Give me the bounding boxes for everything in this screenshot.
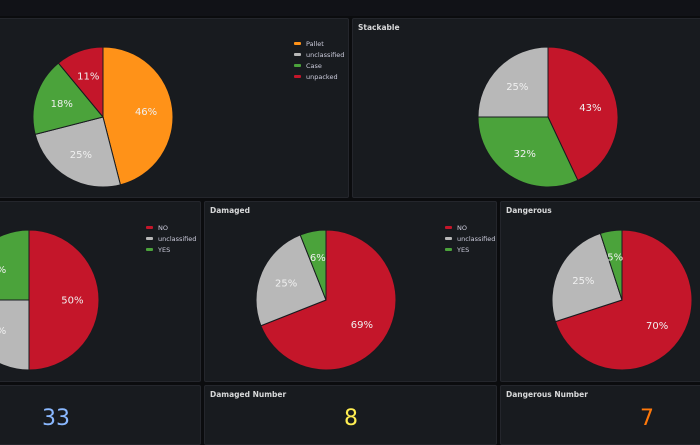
stat-panel-count[interactable]: 33	[0, 385, 201, 445]
pie-slice[interactable]	[102, 46, 174, 186]
pie-slice-label: 18%	[51, 99, 73, 110]
legend-item[interactable]: NO	[445, 222, 495, 233]
pie-slice[interactable]	[34, 116, 122, 188]
pie-chart-package-type: 46% 25% 18% 11%	[32, 46, 174, 188]
pie-slice[interactable]	[32, 62, 104, 136]
legend-swatch	[146, 226, 153, 229]
legend-item[interactable]: Pallet	[294, 38, 344, 49]
legend-label: unclassified	[306, 50, 345, 59]
legend-label: YES	[158, 245, 171, 254]
pie-slice[interactable]	[0, 299, 30, 371]
panel-title-damaged: Damaged	[210, 206, 250, 215]
pie-slice-label: 69%	[351, 320, 373, 331]
pie-slice[interactable]	[260, 229, 397, 371]
panel-stackable[interactable]: Stackable 43% 32% 25%	[352, 18, 700, 198]
pie-slice[interactable]	[477, 46, 549, 118]
panel-title-stackable: Stackable	[358, 23, 400, 32]
panel-title-damaged-number: Damaged Number	[210, 390, 287, 399]
pie-slice[interactable]	[477, 116, 579, 188]
pie-slice-label: 11%	[77, 72, 99, 83]
legend-label: unclassified	[158, 234, 197, 243]
legend-swatch	[146, 237, 153, 240]
pie-slice-label: 5%	[607, 253, 623, 264]
pie-chart-dangerous: 70% 25% 5%	[551, 229, 693, 371]
legend-item[interactable]: YES	[146, 244, 196, 255]
pie-slice-label: 70%	[646, 321, 668, 332]
legend-label: Pallet	[306, 39, 324, 48]
pie-slice-label: 5%	[0, 326, 6, 337]
legend-item[interactable]: unclassified	[146, 233, 196, 244]
stat-value-dangerous-number: 7	[640, 406, 654, 431]
panel-damaged[interactable]: Damaged 69% 25% 6% NO unclassified YES	[204, 201, 497, 382]
legend-package-type: Pallet unclassified Case unpacked	[294, 38, 344, 82]
pie-slice[interactable]	[551, 232, 623, 323]
pie-slice[interactable]	[255, 234, 327, 327]
legend-label: NO	[158, 223, 168, 232]
pie-chart-third: 50% 5% 4%	[0, 229, 100, 371]
pie-slice-label: 46%	[135, 107, 157, 118]
pie-slice-label: 43%	[579, 103, 601, 114]
panel-third-pie[interactable]: 50% 5% 4% NO unclassified YES	[0, 201, 201, 382]
legend-swatch	[294, 64, 301, 67]
legend-swatch	[294, 75, 301, 78]
legend-label: NO	[457, 223, 467, 232]
legend-item[interactable]: unclassified	[294, 49, 344, 60]
pie-slice[interactable]	[599, 229, 623, 301]
legend-third: NO unclassified YES	[146, 222, 196, 255]
stat-value-damaged-number: 8	[344, 406, 358, 431]
pie-chart-damaged: 69% 25% 6%	[255, 229, 397, 371]
stat-value-count: 33	[42, 406, 70, 431]
legend-swatch	[294, 42, 301, 45]
top-bar	[0, 0, 700, 16]
legend-label: unpacked	[306, 72, 338, 81]
panel-package-type[interactable]: 46% 25% 18% 11% Pallet unclassified Case unpac…	[0, 18, 349, 198]
legend-swatch	[445, 248, 452, 251]
panel-dangerous[interactable]: Dangerous 70% 25% 5%	[500, 201, 700, 382]
pie-slice-label: 32%	[514, 149, 536, 160]
legend-item[interactable]: unclassified	[445, 233, 495, 244]
panel-title-dangerous-number: Dangerous Number	[506, 390, 588, 399]
stat-panel-damaged-number[interactable]: Damaged Number 8	[204, 385, 497, 445]
pie-slice-label: 25%	[506, 82, 528, 93]
panel-title-dangerous: Dangerous	[506, 206, 552, 215]
pie-slice-label: 4%	[0, 265, 6, 276]
pie-slice[interactable]	[0, 229, 30, 301]
stat-panel-dangerous-number[interactable]: Dangerous Number 7	[500, 385, 700, 445]
legend-damaged: NO unclassified YES	[445, 222, 495, 255]
legend-item[interactable]: Case	[294, 60, 344, 71]
pie-slice-label: 25%	[275, 278, 297, 289]
legend-item[interactable]: YES	[445, 244, 495, 255]
legend-label: unclassified	[457, 234, 496, 243]
pie-slice-label: 6%	[310, 253, 326, 264]
pie-slice[interactable]	[57, 46, 104, 119]
pie-slice[interactable]	[554, 229, 693, 371]
pie-chart-stackable: 43% 32% 25%	[477, 46, 619, 188]
pie-slice[interactable]	[299, 229, 327, 301]
legend-item[interactable]: unpacked	[294, 71, 344, 82]
legend-swatch	[146, 248, 153, 251]
legend-label: Case	[306, 61, 322, 70]
legend-swatch	[445, 237, 452, 240]
pie-slice-label: 25%	[572, 276, 594, 287]
legend-item[interactable]: NO	[146, 222, 196, 233]
legend-swatch	[445, 226, 452, 229]
pie-slice-label: 50%	[61, 296, 83, 307]
pie-slice[interactable]	[547, 46, 619, 182]
pie-slice-label: 25%	[70, 150, 92, 161]
legend-swatch	[294, 53, 301, 56]
pie-slice[interactable]	[28, 229, 100, 371]
legend-label: YES	[457, 245, 470, 254]
